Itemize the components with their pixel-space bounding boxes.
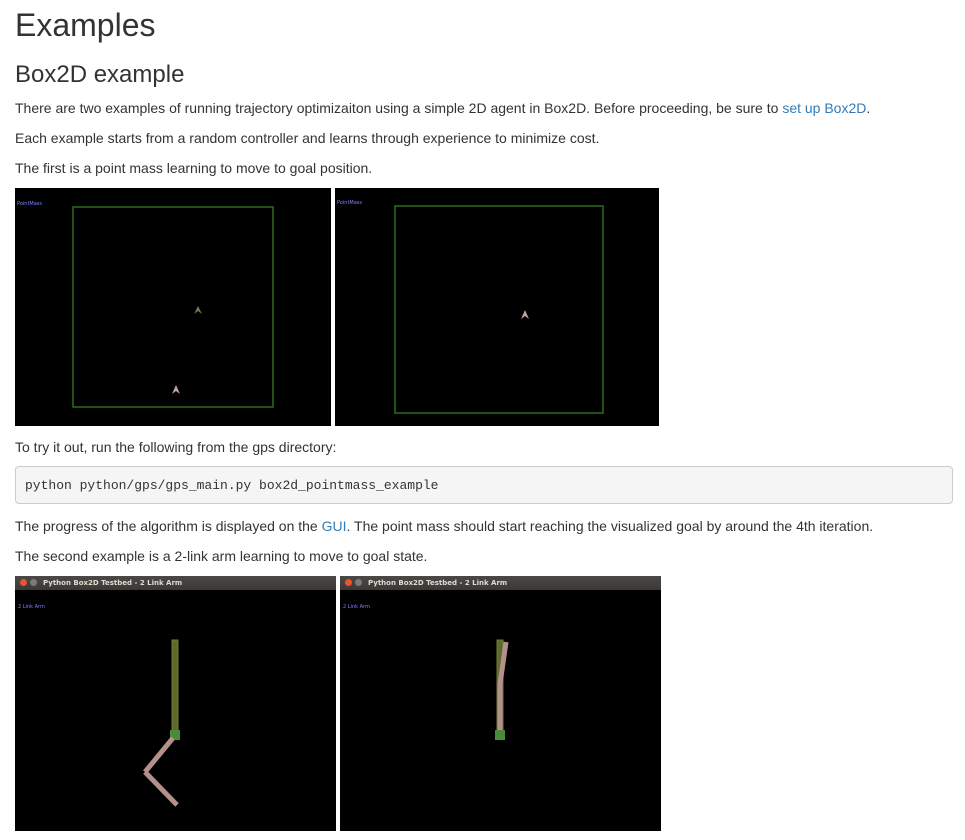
close-icon [345, 579, 352, 586]
pointmass-boundary [72, 206, 274, 408]
intro-paragraph: There are two examples of running trajec… [15, 98, 870, 118]
arm-base [170, 730, 180, 740]
section-title: Box2D example [15, 61, 185, 88]
arm-window-title: Python Box2D Testbed - 2 Link Arm [43, 579, 183, 587]
pointmass-boundary [394, 205, 604, 414]
command-code-block[interactable]: python python/gps/gps_main.py box2d_poin… [15, 466, 953, 504]
arm-window-titlebar: Python Box2D Testbed - 2 Link Arm [340, 576, 661, 590]
arm-image-end: Python Box2D Testbed - 2 Link Arm 2 Link… [340, 576, 661, 831]
close-icon [20, 579, 27, 586]
controller-paragraph: Each example starts from a random contro… [15, 130, 600, 146]
gui-link[interactable]: GUI [321, 518, 347, 534]
arm-intro-paragraph: The second example is a 2-link arm learn… [15, 548, 428, 564]
minimize-icon [30, 579, 37, 586]
minimize-icon [355, 579, 362, 586]
try-it-paragraph: To try it out, run the following from th… [15, 439, 337, 455]
progress-paragraph: The progress of the algorithm is display… [15, 516, 873, 536]
pointmass-intro-paragraph: The first is a point mass learning to mo… [15, 160, 373, 176]
arm-window-titlebar: Python Box2D Testbed - 2 Link Arm [15, 576, 336, 590]
arm-window-title: Python Box2D Testbed - 2 Link Arm [368, 579, 508, 587]
goal-marker [194, 306, 202, 314]
pointmass-label: PointMass [337, 200, 363, 206]
arm-base [495, 730, 505, 740]
page-title: Examples [15, 7, 156, 43]
pointmass-image-start: PointMass [15, 188, 331, 426]
arm-label: 2 Link Arm [18, 604, 45, 610]
goal-arm-link [171, 639, 179, 735]
pointmass-agent [521, 310, 529, 319]
progress-text: The progress of the algorithm is display… [15, 518, 322, 534]
setup-box2d-link[interactable]: set up Box2D [782, 100, 867, 116]
pointmass-label: PointMass [17, 201, 43, 207]
intro-end: . [866, 100, 871, 116]
arm-link-2 [497, 641, 509, 685]
intro-text: There are two examples of running trajec… [15, 100, 783, 116]
arm-label: 2 Link Arm [343, 604, 370, 610]
arm-link-2 [143, 770, 179, 807]
arm-link-1 [143, 736, 175, 774]
arm-image-start: Python Box2D Testbed - 2 Link Arm 2 Link… [15, 576, 336, 831]
progress-end: . The point mass should start reaching t… [346, 518, 874, 534]
pointmass-image-end: PointMass [335, 188, 659, 426]
pointmass-agent [172, 385, 180, 394]
